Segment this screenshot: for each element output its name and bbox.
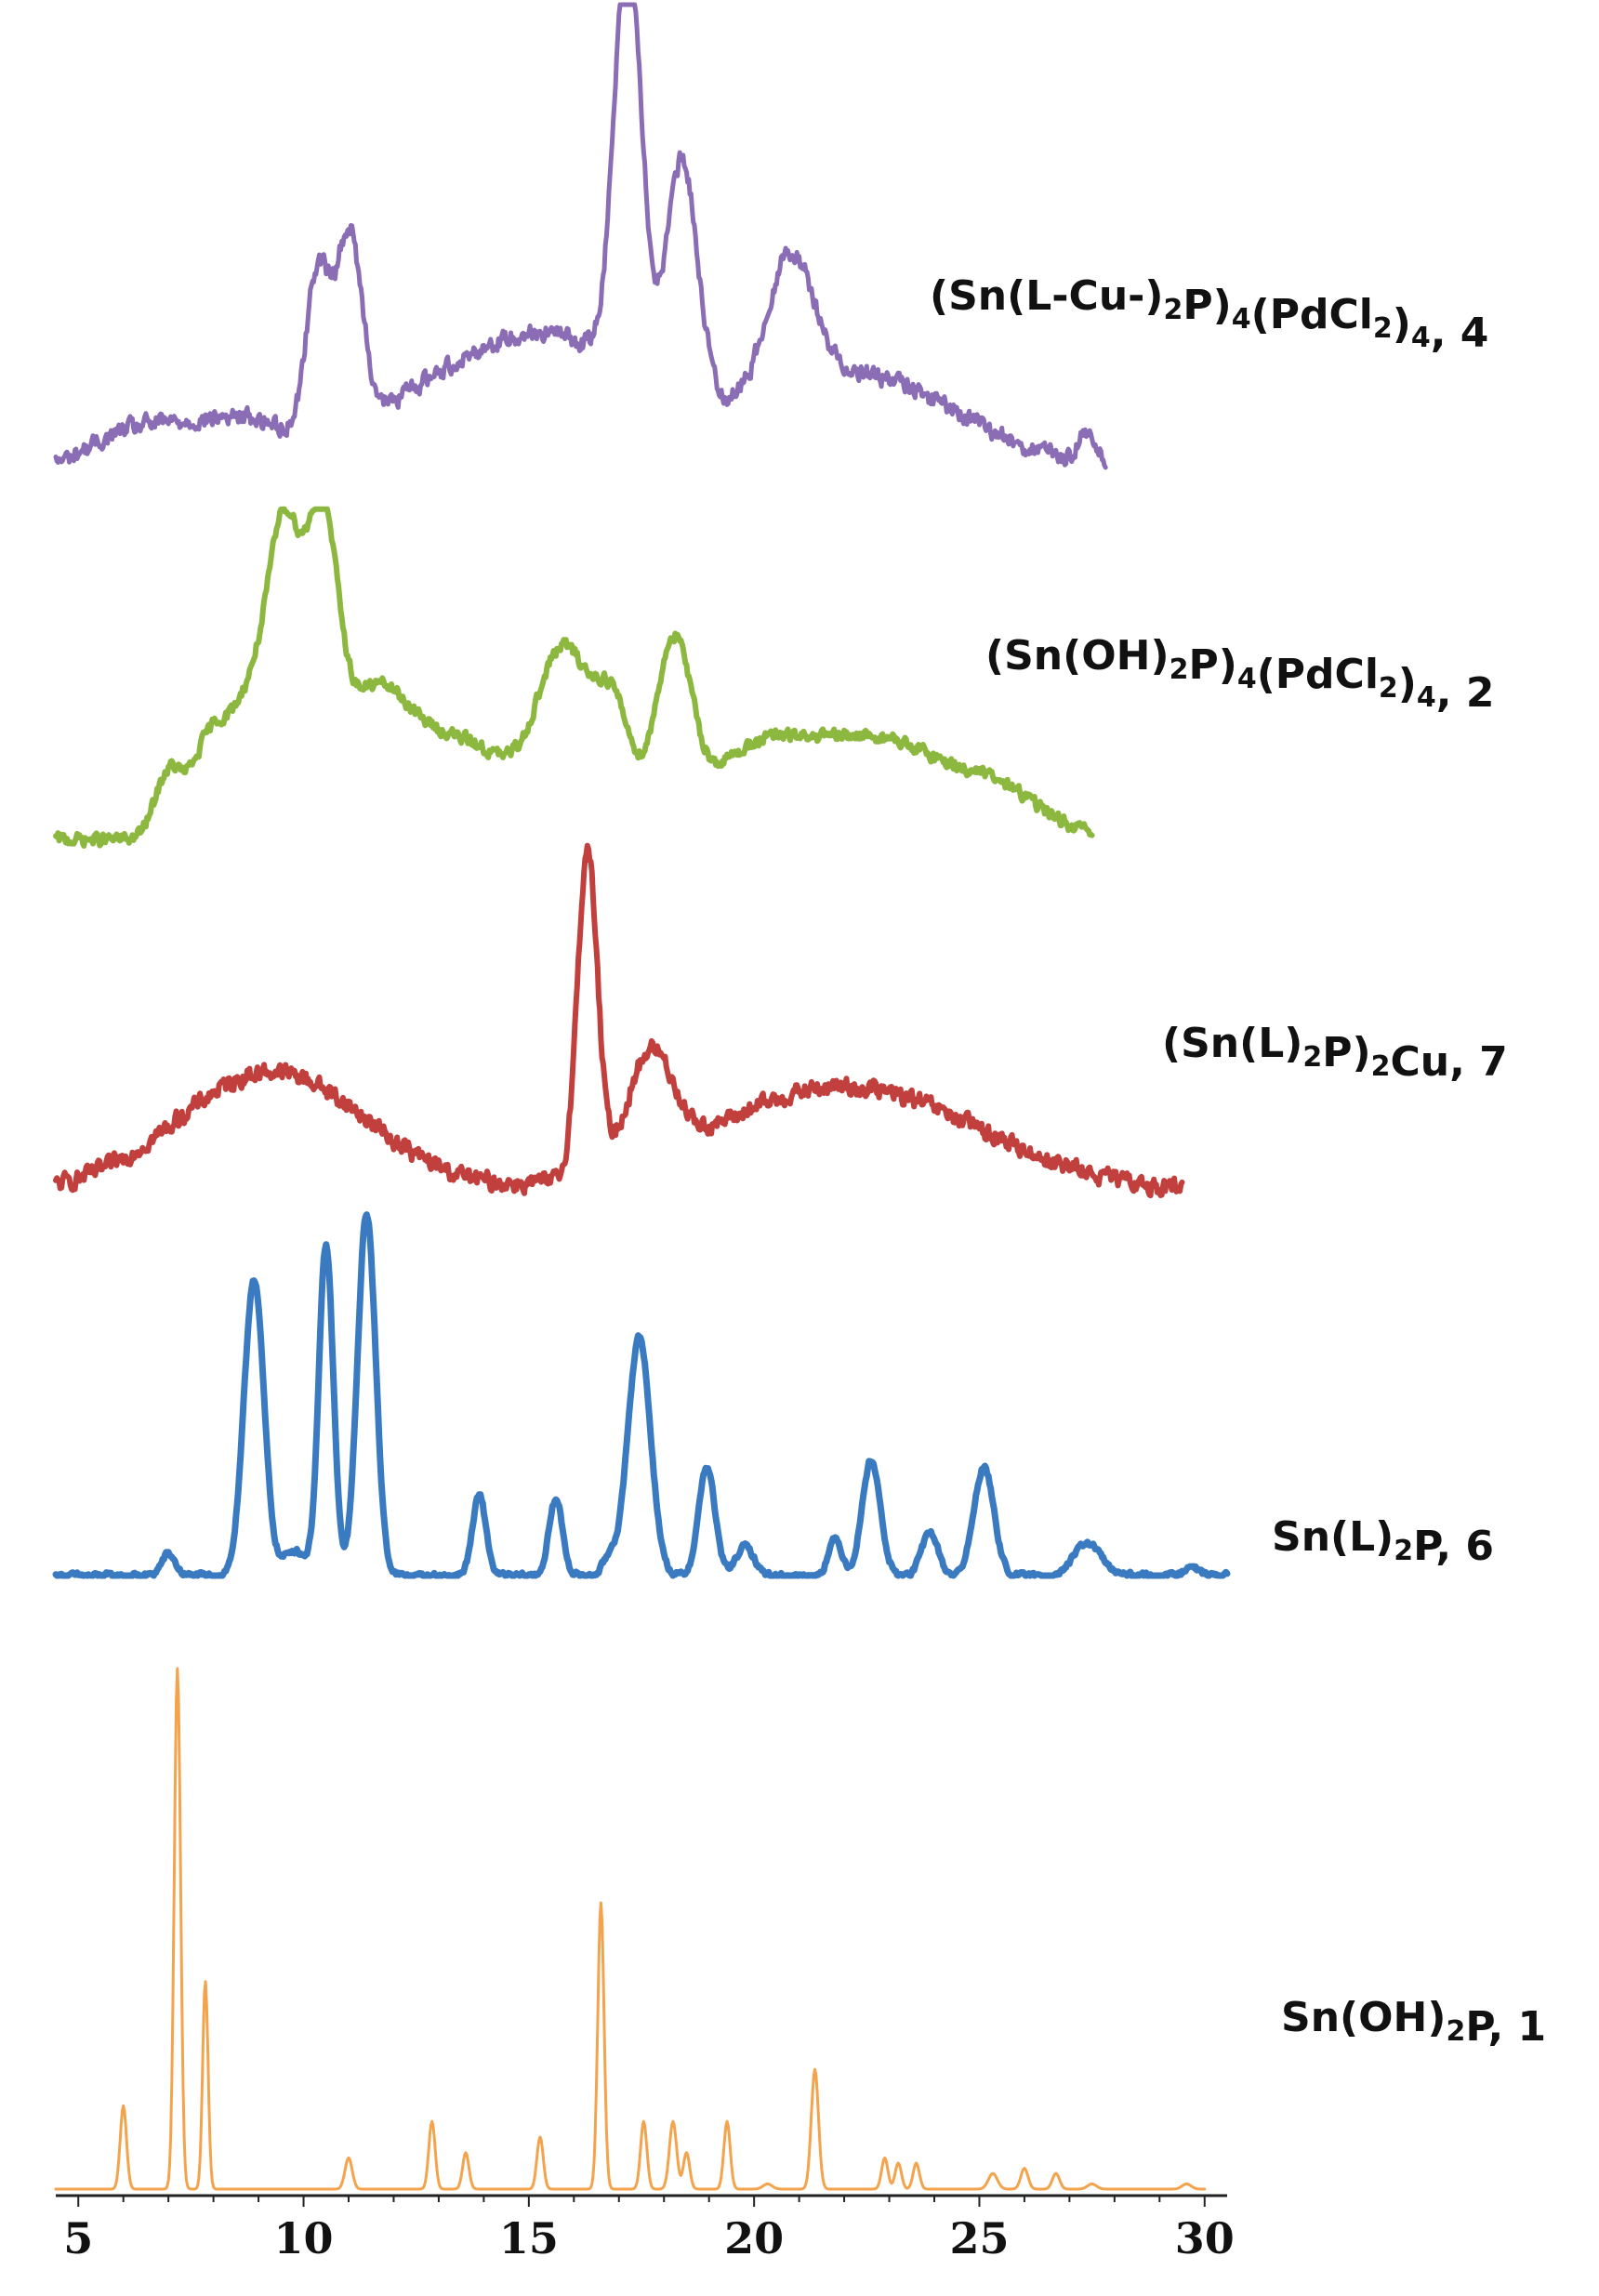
- x-tick-label: 5: [63, 2213, 93, 2263]
- series-label-2: Sn(L)2P, 6: [1272, 1513, 1494, 1570]
- x-tick-label: 15: [499, 2213, 559, 2263]
- series-line-3: [53, 842, 1185, 1199]
- series-line-1: [54, 1667, 1207, 2191]
- series-line-5: [53, 2, 1108, 470]
- x-axis: 5 10 15 20 25 30: [56, 2194, 1235, 2263]
- series-label-group: Sn(OH)2P, 1 Sn(L)2P, 6 (Sn(L)2P)2Cu, 7 (Sn(…: [930, 272, 1546, 2051]
- x-tick-label: 30: [1175, 2213, 1235, 2263]
- trace-group: [52, 2, 1231, 2191]
- series-label-1: Sn(OH)2P, 1: [1281, 1994, 1546, 2051]
- series-line-4: [53, 506, 1095, 849]
- x-tick-label: 20: [724, 2213, 784, 2263]
- x-tick-label: 25: [949, 2213, 1009, 2263]
- series-label-3: (Sn(L)2P)2Cu, 7: [1162, 1020, 1508, 1086]
- series-line-2: [52, 1211, 1231, 1579]
- series-label-4: (Sn(OH)2P)4(PdCl2)4, 2: [985, 632, 1494, 717]
- series-label-5: (Sn(L-Cu-)2P)4(PdCl2)4, 4: [930, 272, 1488, 357]
- x-tick-label: 10: [274, 2213, 334, 2263]
